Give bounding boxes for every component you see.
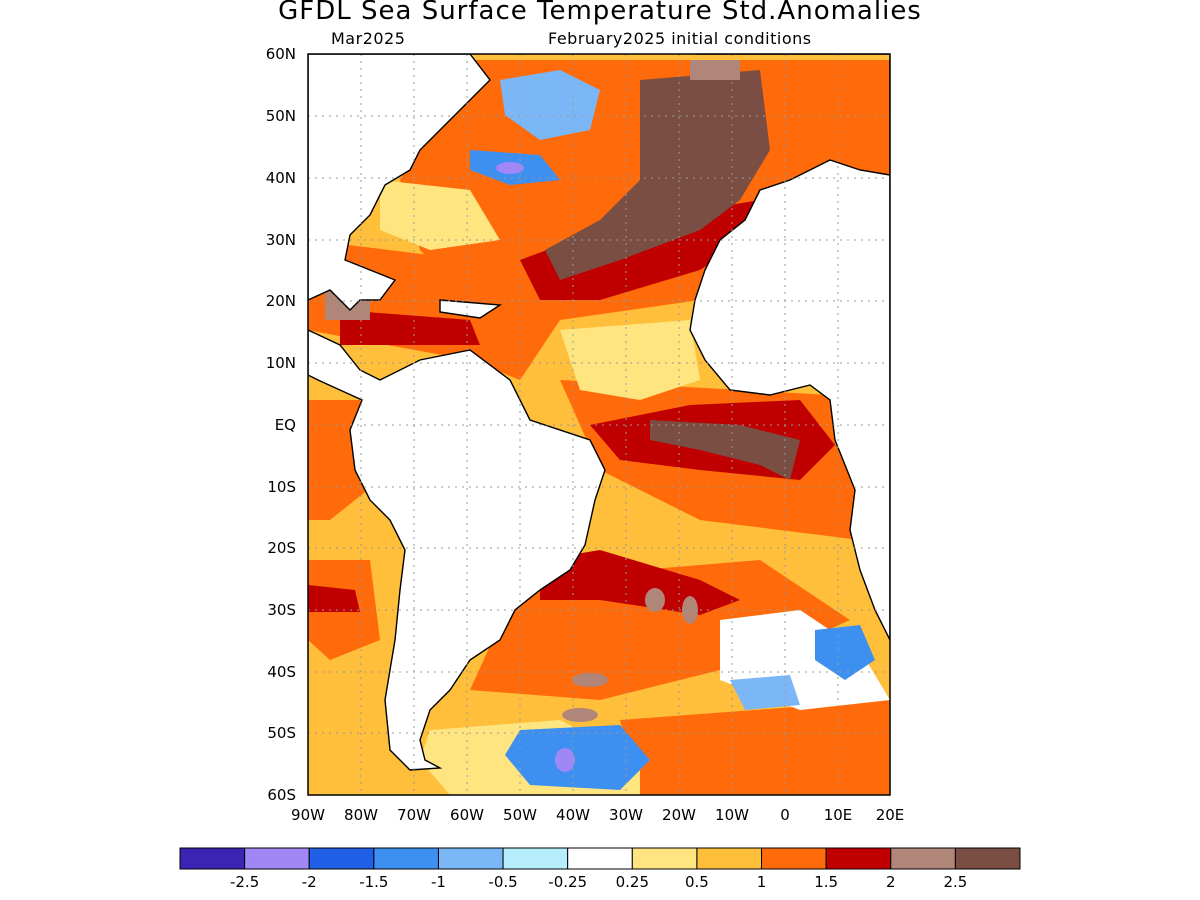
pacific-strong-warm <box>308 585 360 612</box>
mid-south-cold-patch <box>730 675 800 710</box>
lon-label: 80W <box>344 806 378 824</box>
south-extreme-blob-2 <box>682 596 698 624</box>
lon-label: 20E <box>876 806 905 824</box>
central-south-america-land <box>308 329 606 771</box>
colorbar-tick-label: -2 <box>302 873 317 891</box>
colorbar-tick-label: 1 <box>757 873 767 891</box>
lon-label: 90W <box>291 806 325 824</box>
colorbar-tick-label: -2.5 <box>230 873 259 891</box>
latitude-axis: 60N 50N 40N 30N 20N 10N EQ 10S 20S 30S 4… <box>266 45 296 804</box>
map-title: GFDL Sea Surface Temperature Std.Anomali… <box>278 0 922 26</box>
colorbar-tick-label: 2.5 <box>943 873 967 891</box>
lat-label: EQ <box>275 416 296 434</box>
caribbean-strong-warm-band <box>340 310 480 345</box>
cape-cold-patch <box>815 625 875 680</box>
colorbar-swatch <box>308 847 375 870</box>
cuba-land <box>439 299 503 319</box>
forecast-month: Mar2025 <box>331 29 406 48</box>
map-gridlines <box>308 54 890 795</box>
lat-label: 30N <box>266 231 296 249</box>
colorbar-tick-label: -1 <box>431 873 446 891</box>
lat-label: 60N <box>266 45 296 63</box>
lat-label: 50S <box>267 724 296 742</box>
lon-label: 70W <box>397 806 431 824</box>
lat-label: 50N <box>266 107 296 125</box>
north-extreme-patch <box>690 60 740 80</box>
lon-label: 10E <box>824 806 853 824</box>
colorbar-tick-label: 0.25 <box>616 873 649 891</box>
colorbar-tick-label: -0.5 <box>488 873 517 891</box>
lat-label: 10S <box>267 478 296 496</box>
lon-label: 10W <box>715 806 749 824</box>
colorbar-swatch <box>954 847 1021 870</box>
colorbar-swatch <box>502 847 569 870</box>
tropical-light-patch <box>560 320 700 400</box>
colorbar-tick-label: 0.5 <box>685 873 709 891</box>
lat-label: 40S <box>267 663 296 681</box>
south-extreme-blob-4 <box>562 708 598 722</box>
colorbar-tick-label: 2 <box>886 873 896 891</box>
land-masses <box>308 54 890 771</box>
south-extreme-blob <box>645 588 665 612</box>
southern-ocean-warm-zone <box>620 700 890 795</box>
south-cold-patch <box>505 725 650 790</box>
colorbar-swatch <box>567 847 633 870</box>
colorbar-tick-label: 1.5 <box>814 873 838 891</box>
equatorial-extreme-warm <box>650 420 800 480</box>
labrador-cold-patch <box>500 70 600 140</box>
colorbar-swatch <box>631 847 698 870</box>
colorbar-tick-label: -0.25 <box>548 873 587 891</box>
initial-conditions-label: February2025 initial conditions <box>548 29 812 48</box>
colorbar: -2.5 -2 -1.5 -1 -0.5 -0.25 0.25 0.5 1 1.5 2 2.5 <box>179 847 1021 891</box>
gulf-stream-light-patch <box>380 180 500 250</box>
south-extreme-blob-3 <box>572 673 608 687</box>
lat-label: 10N <box>266 354 296 372</box>
lon-label: 40W <box>556 806 590 824</box>
lat-label: 40N <box>266 169 296 187</box>
newfoundland-cold-core <box>496 162 524 174</box>
lat-label: 20N <box>266 292 296 310</box>
colorbar-tick-label: -1.5 <box>359 873 388 891</box>
colorbar-swatch <box>244 847 310 870</box>
colorbar-swatch <box>696 847 763 870</box>
south-cold-core <box>555 748 575 772</box>
colorbar-swatch <box>437 847 504 870</box>
lon-label: 20W <box>662 806 696 824</box>
lat-label: 20S <box>267 539 296 557</box>
lon-label: 0 <box>780 806 790 824</box>
colorbar-swatch <box>890 847 956 870</box>
north-america-land <box>308 54 491 311</box>
longitude-axis: 90W 80W 70W 60W 50W 40W 30W 20W 10W 0 10… <box>291 806 904 824</box>
lat-label: 30S <box>267 601 296 619</box>
lat-label: 60S <box>267 786 296 804</box>
lon-label: 60W <box>450 806 484 824</box>
europe-africa-land <box>689 54 890 641</box>
lon-label: 50W <box>503 806 537 824</box>
colorbar-swatch <box>761 847 827 870</box>
map-frame <box>307 53 891 796</box>
colorbar-swatch <box>373 847 439 870</box>
lon-label: 30W <box>609 806 643 824</box>
colorbar-swatch <box>825 847 892 870</box>
colorbar-swatch <box>179 847 246 870</box>
north-atlantic-extreme-warm <box>545 70 770 280</box>
